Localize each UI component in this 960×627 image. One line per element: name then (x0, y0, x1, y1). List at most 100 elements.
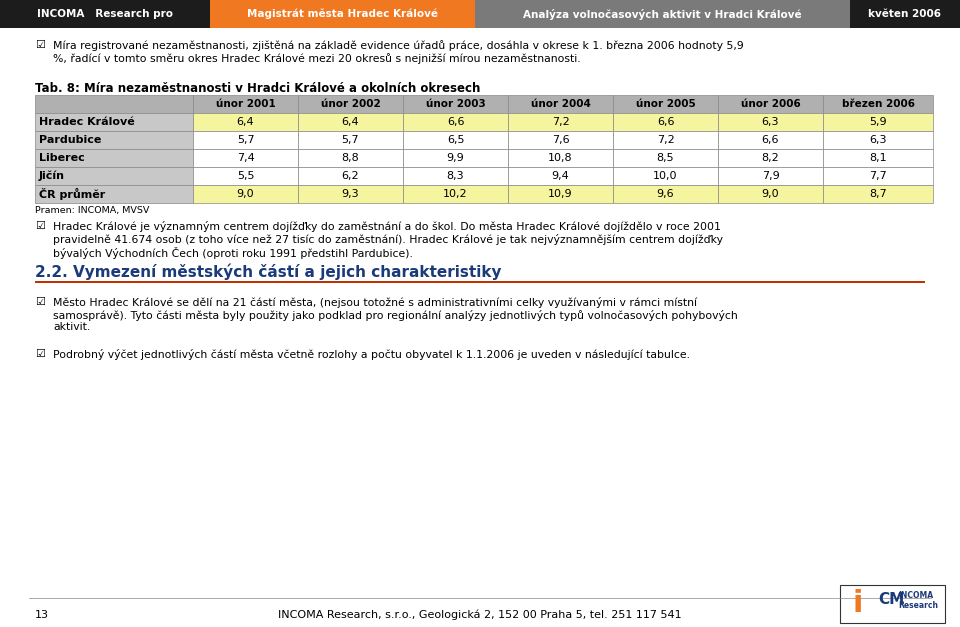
Text: ☑: ☑ (35, 221, 45, 231)
Bar (508, 167, 613, 185)
Text: ☑: ☑ (35, 349, 45, 359)
Text: 10,0: 10,0 (653, 171, 678, 181)
Bar (823, 113, 933, 131)
Text: únor 2004: únor 2004 (531, 99, 590, 109)
Bar (298, 185, 403, 203)
Text: 7,2: 7,2 (552, 117, 569, 127)
Bar (403, 113, 508, 131)
Bar (298, 149, 403, 167)
Text: Město Hradec Králové se dělí na 21 částí města, (nejsou totožné s administrativn: Město Hradec Králové se dělí na 21 částí… (53, 297, 737, 332)
Bar (298, 167, 403, 185)
Bar (210, 0, 475, 28)
Text: 2.2. Vymezení městských částí a jejich charakteristiky: 2.2. Vymezení městských částí a jejich c… (35, 263, 501, 280)
Text: INCOMA
Research: INCOMA Research (898, 591, 938, 611)
Text: 6,6: 6,6 (657, 117, 674, 127)
Bar (823, 131, 933, 149)
Bar (35, 281, 925, 283)
Text: 5,7: 5,7 (342, 135, 359, 145)
Bar (193, 149, 298, 167)
Bar (298, 95, 403, 113)
Bar (613, 185, 718, 203)
Text: 9,0: 9,0 (237, 189, 254, 199)
Bar (508, 149, 613, 167)
Bar (403, 167, 508, 185)
Bar (475, 0, 850, 28)
Text: INCOMA   Research pro: INCOMA Research pro (37, 9, 173, 19)
Text: 5,9: 5,9 (869, 117, 887, 127)
Text: 6,2: 6,2 (342, 171, 359, 181)
Text: INCOMA Research, s.r.o., Geologická 2, 152 00 Praha 5, tel. 251 117 541: INCOMA Research, s.r.o., Geologická 2, 1… (278, 610, 682, 621)
Text: 6,4: 6,4 (342, 117, 359, 127)
Bar (193, 113, 298, 131)
Text: ☑: ☑ (35, 297, 45, 307)
Text: Jičín: Jičín (39, 171, 65, 181)
Text: ČR průměr: ČR průměr (39, 188, 106, 200)
Text: 8,5: 8,5 (657, 153, 674, 163)
Bar (613, 149, 718, 167)
Text: 6,6: 6,6 (446, 117, 465, 127)
Text: ☑: ☑ (35, 40, 45, 50)
Text: 8,8: 8,8 (342, 153, 359, 163)
Bar (193, 185, 298, 203)
Bar (193, 167, 298, 185)
Bar (403, 149, 508, 167)
Text: 7,4: 7,4 (236, 153, 254, 163)
Text: Hradec Králové: Hradec Králové (39, 117, 134, 127)
Bar (613, 95, 718, 113)
Bar (823, 167, 933, 185)
Bar (823, 185, 933, 203)
Text: 10,2: 10,2 (444, 189, 468, 199)
Bar (718, 113, 823, 131)
Text: únor 2001: únor 2001 (216, 99, 276, 109)
Bar (508, 185, 613, 203)
Text: Míra registrované nezaměstnanosti, zjištěná na základě evidence úřadů práce, dos: Míra registrované nezaměstnanosti, zjišt… (53, 40, 744, 63)
Text: Pardubice: Pardubice (39, 135, 102, 145)
Bar (0, 0, 210, 28)
Bar (35, 185, 193, 203)
Bar (508, 131, 613, 149)
Text: únor 2002: únor 2002 (321, 99, 380, 109)
Text: 7,9: 7,9 (761, 171, 780, 181)
Bar (850, 0, 960, 28)
Text: 10,8: 10,8 (548, 153, 573, 163)
Text: i: i (852, 589, 863, 618)
Bar (840, 585, 945, 623)
Bar (718, 167, 823, 185)
Bar (403, 131, 508, 149)
Text: Tab. 8: Míra nezaměstnanosti v Hradci Králové a okolních okresech: Tab. 8: Míra nezaměstnanosti v Hradci Kr… (35, 82, 480, 95)
Bar (613, 113, 718, 131)
Bar (823, 95, 933, 113)
Bar (403, 185, 508, 203)
Text: 6,5: 6,5 (446, 135, 465, 145)
Bar (718, 185, 823, 203)
Text: Analýza volnočasových aktivit v Hradci Králové: Analýza volnočasových aktivit v Hradci K… (523, 9, 802, 19)
Bar (193, 131, 298, 149)
Bar (35, 149, 193, 167)
Text: 9,4: 9,4 (552, 171, 569, 181)
Text: 6,6: 6,6 (761, 135, 780, 145)
Bar (508, 95, 613, 113)
Bar (403, 95, 508, 113)
Bar (35, 95, 193, 113)
Bar (823, 149, 933, 167)
Text: únor 2006: únor 2006 (740, 99, 801, 109)
Text: Liberec: Liberec (39, 153, 84, 163)
Text: 6,4: 6,4 (237, 117, 254, 127)
Text: 7,2: 7,2 (657, 135, 674, 145)
Text: 6,3: 6,3 (761, 117, 780, 127)
Text: 8,1: 8,1 (869, 153, 887, 163)
Text: 8,3: 8,3 (446, 171, 465, 181)
Text: 9,3: 9,3 (342, 189, 359, 199)
Bar (718, 95, 823, 113)
Text: 8,7: 8,7 (869, 189, 887, 199)
Text: 13: 13 (35, 610, 49, 620)
Bar (613, 167, 718, 185)
Text: únor 2005: únor 2005 (636, 99, 695, 109)
Text: Magistrát města Hradec Králové: Magistrát města Hradec Králové (247, 9, 438, 19)
Text: 9,9: 9,9 (446, 153, 465, 163)
Text: 7,7: 7,7 (869, 171, 887, 181)
Text: 6,3: 6,3 (869, 135, 887, 145)
Bar (508, 113, 613, 131)
Text: CM: CM (878, 593, 904, 608)
Text: 5,5: 5,5 (237, 171, 254, 181)
